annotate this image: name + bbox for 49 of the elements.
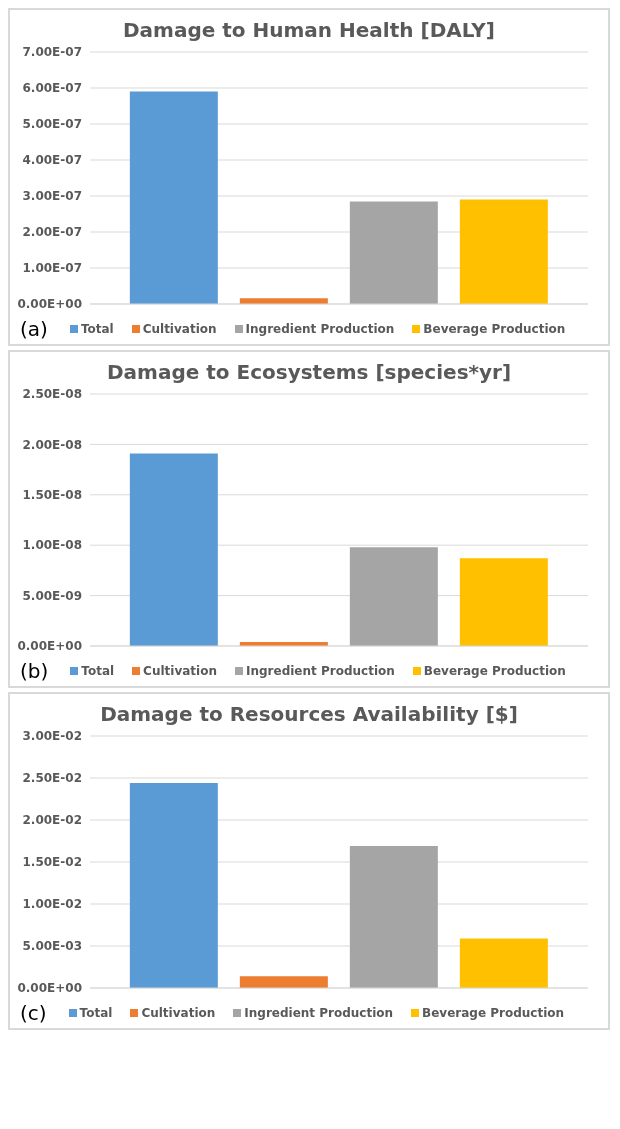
legend-label: Beverage Production	[423, 322, 566, 336]
y-tick-label: 5.00E-03	[22, 939, 82, 954]
bar	[349, 846, 438, 988]
y-tick-label: 0.00E+00	[17, 297, 82, 312]
y-tick-label: 6.00E-07	[22, 81, 82, 96]
y-tick-label: 1.00E-02	[22, 897, 82, 912]
y-tick-label: 1.00E-08	[22, 538, 82, 553]
y-tick-label: 2.00E-07	[22, 225, 82, 240]
y-tick-label: 1.50E-02	[22, 855, 82, 870]
legend-label: Beverage Production	[423, 664, 566, 678]
bar	[459, 938, 548, 988]
chart-title: Damage to Ecosystems [species*yr]	[105, 359, 513, 386]
legend-label: Ingredient Production	[245, 664, 395, 678]
y-tick-label: 1.50E-08	[22, 488, 82, 503]
y-tick-label: 1.00E-07	[22, 261, 82, 276]
legend-label: Ingredient Production	[245, 322, 395, 336]
legend-label: Ingredient Production	[244, 1006, 394, 1020]
y-tick-label: 2.00E-02	[22, 813, 82, 828]
y-tick-label: 0.00E+00	[17, 981, 82, 996]
bar	[349, 201, 438, 304]
bar	[239, 976, 328, 988]
bar	[129, 91, 218, 304]
y-tick-label: 7.00E-07	[22, 45, 82, 60]
bar	[459, 558, 548, 646]
legend-label: Total	[79, 1006, 113, 1020]
bar	[459, 199, 548, 304]
y-tick-label: 3.00E-02	[22, 729, 82, 744]
y-tick-label: 4.00E-07	[22, 153, 82, 168]
legend-label: Total	[81, 664, 115, 678]
legend-label: Cultivation	[143, 664, 217, 678]
y-tick-label: 5.00E-07	[22, 117, 82, 132]
bar	[349, 547, 438, 646]
legend-label: Total	[80, 322, 114, 336]
text: (a)	[20, 317, 48, 341]
y-tick-label: 2.50E-02	[22, 771, 82, 786]
y-tick-label: 5.00E-09	[22, 588, 82, 603]
chart-title: Damage to Resources Availability [$]	[99, 701, 519, 728]
legend-label: Cultivation	[141, 1006, 216, 1020]
y-tick-label: 2.00E-08	[22, 437, 82, 452]
chart-title: Damage to Human Health [DALY]	[122, 17, 496, 44]
y-tick-label: 0.00E+00	[17, 639, 82, 654]
y-tick-label: 2.50E-08	[22, 387, 82, 402]
bar	[129, 783, 218, 988]
y-tick-label: 3.00E-07	[22, 189, 82, 204]
bar	[129, 453, 218, 646]
legend-label: Beverage Production	[422, 1006, 565, 1020]
text: (c)	[20, 1001, 47, 1025]
legend-label: Cultivation	[142, 322, 217, 336]
text: (b)	[20, 659, 49, 683]
